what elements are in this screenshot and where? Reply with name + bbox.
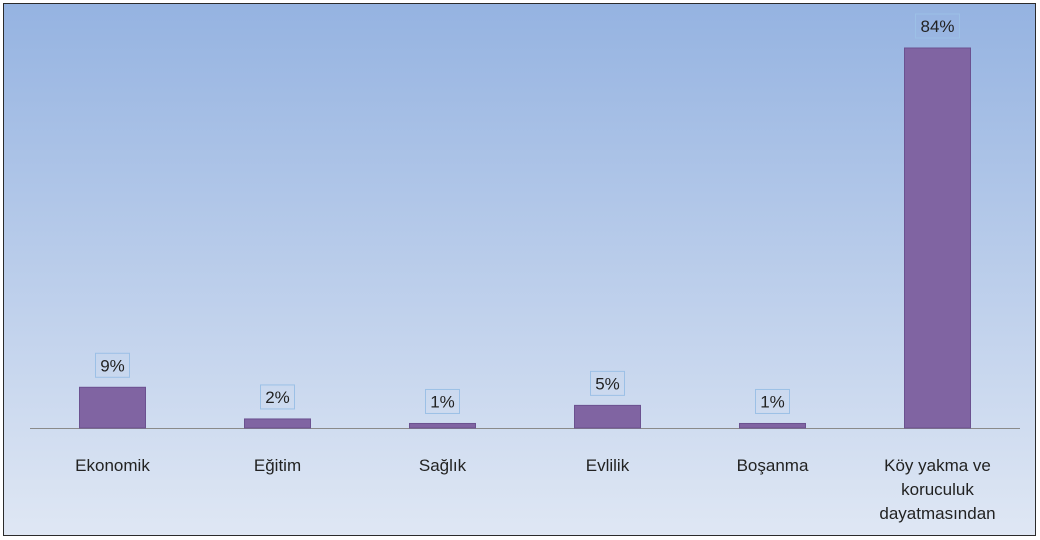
bar-4	[574, 404, 641, 429]
data-label-4: 5%	[595, 374, 620, 393]
data-label-1: 9%	[100, 356, 125, 375]
data-label-box-4	[590, 370, 625, 396]
x-tick-label-1: Ekonomik	[75, 456, 150, 475]
x-tick-label-6-line-2: koruculuk	[901, 480, 974, 499]
data-label-3: 1%	[430, 392, 455, 411]
x-tick-label-4: Evlilik	[586, 456, 630, 475]
data-label-box-6	[915, 13, 960, 39]
bar-1	[79, 386, 146, 429]
bar-3	[409, 422, 476, 429]
bar-5	[739, 422, 806, 429]
data-label-box-5	[755, 388, 790, 414]
x-tick-label-6-line-1: Köy yakma ve	[884, 456, 991, 475]
data-label-box-2	[260, 384, 295, 410]
chart-background	[4, 4, 1035, 535]
data-label-box-1	[95, 352, 130, 378]
bar-chart: 9% Ekonomik 2% Eğitim 1% Sağlık 5% Evlilik 1% Boş…	[4, 4, 1035, 535]
x-tick-label-6-line-3: dayatmasından	[879, 504, 995, 523]
data-label-5: 1%	[760, 392, 785, 411]
x-tick-label-3: Sağlık	[419, 456, 467, 475]
bar-6	[904, 47, 971, 429]
data-label-2: 2%	[265, 388, 290, 407]
data-label-6: 84%	[920, 17, 954, 36]
x-tick-label-2: Eğitim	[254, 456, 301, 475]
x-tick-label-5: Boşanma	[737, 456, 809, 475]
chart-frame: 9% Ekonomik 2% Eğitim 1% Sağlık 5% Evlilik 1% Boş…	[3, 3, 1036, 536]
bar-2	[244, 418, 311, 429]
data-label-box-3	[425, 388, 460, 414]
